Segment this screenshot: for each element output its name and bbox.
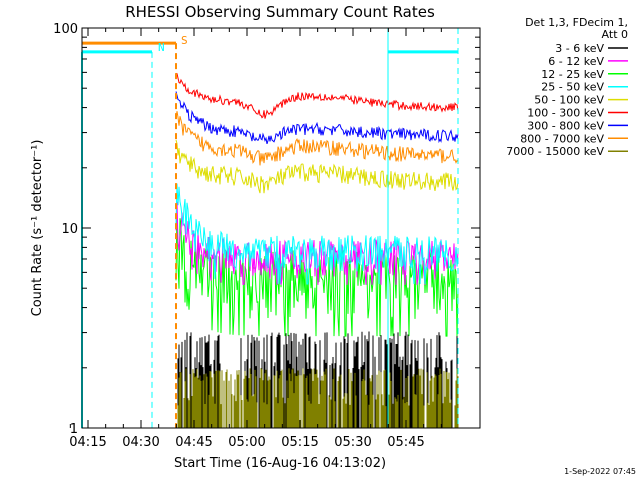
timestamp: 1-Sep-2022 07:45 bbox=[564, 467, 636, 476]
x-tick-label: 04:30 bbox=[122, 435, 159, 450]
legend-label: 300 - 800 keV bbox=[527, 119, 604, 132]
y-tick-label: 10 bbox=[61, 222, 78, 237]
axis-layer: 04:15 04:30 04:45 05:00 05:15 05:30 05:45 1 10 10… bbox=[53, 22, 480, 450]
plot-data-layer: NS bbox=[81, 28, 459, 428]
night-flag-label: N bbox=[158, 41, 165, 54]
legend-label: 3 - 6 keV bbox=[555, 42, 604, 55]
legend-label: 800 - 7000 keV bbox=[520, 132, 604, 145]
legend-label: 6 - 12 keV bbox=[548, 55, 604, 68]
y-tick-label: 100 bbox=[53, 22, 78, 37]
y-tick-label: 1 bbox=[70, 422, 78, 437]
x-tick-label: 05:30 bbox=[334, 435, 371, 450]
x-tick-label: 05:00 bbox=[228, 435, 265, 450]
series-line bbox=[175, 139, 459, 194]
saa-flag-label: S bbox=[181, 34, 188, 47]
series-line bbox=[175, 91, 459, 145]
series-line bbox=[175, 72, 459, 119]
detector-info-line2: Att 0 bbox=[602, 28, 628, 41]
chart-title: RHESSI Observing Summary Count Rates bbox=[125, 3, 435, 21]
detector-info-line1: Det 1,3, FDecim 1, bbox=[525, 16, 628, 29]
series-line bbox=[175, 183, 459, 285]
series-line bbox=[175, 111, 459, 166]
legend-label: 12 - 25 keV bbox=[541, 68, 604, 81]
x-tick-label: 04:15 bbox=[69, 435, 106, 450]
x-tick-label: 04:45 bbox=[175, 435, 212, 450]
x-tick-label: 05:45 bbox=[387, 435, 424, 450]
legend-label: 25 - 50 keV bbox=[541, 81, 604, 94]
legend-label: 7000 - 15000 keV bbox=[506, 145, 604, 158]
legend-label: 50 - 100 keV bbox=[534, 94, 604, 107]
y-axis-label: Count Rate (s⁻¹ detector⁻¹) bbox=[30, 140, 45, 317]
x-tick-label: 05:15 bbox=[281, 435, 318, 450]
x-axis-label: Start Time (16-Aug-16 04:13:02) bbox=[174, 456, 386, 471]
legend-label: 100 - 300 keV bbox=[527, 107, 604, 120]
